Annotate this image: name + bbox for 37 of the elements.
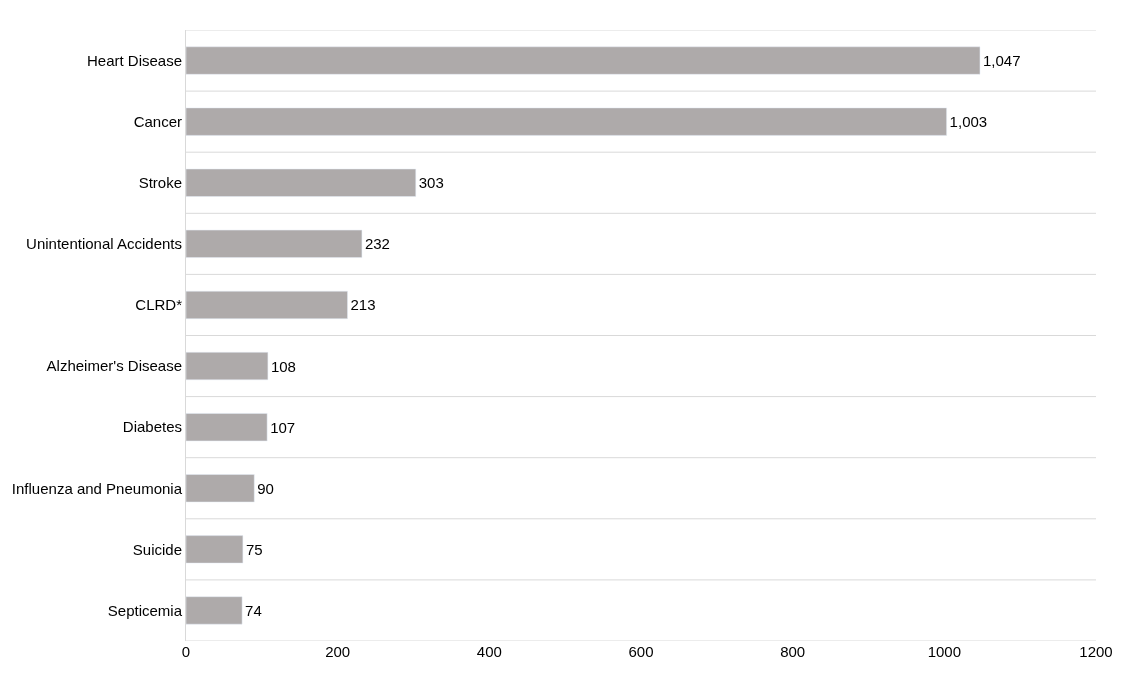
bar [186, 413, 268, 442]
y-tick-label: Diabetes [122, 418, 182, 436]
bar [186, 535, 244, 564]
y-tick-label: Septicemia [107, 601, 183, 619]
bar [186, 596, 243, 625]
y-tick-label: Alzheimer's Disease [46, 357, 182, 375]
data-label: 74 [245, 601, 262, 619]
x-tick-label: 200 [325, 643, 351, 660]
bar [186, 352, 269, 381]
data-label: 107 [270, 418, 296, 436]
y-tick-label: Heart Disease [86, 51, 182, 69]
data-label: 213 [350, 296, 376, 314]
data-label: 232 [364, 235, 390, 253]
x-tick-label: 800 [780, 643, 806, 660]
y-tick-label: Unintentional Accidents [26, 235, 182, 253]
data-label: 90 [257, 479, 274, 497]
y-tick-label: Influenza and Pneumonia [11, 479, 183, 497]
y-tick-label: Stroke [138, 174, 182, 191]
y-tick-label: CLRD* [135, 296, 183, 314]
x-tick-label: 0 [181, 643, 191, 660]
data-label: 303 [418, 174, 444, 192]
bar [186, 290, 348, 319]
bar [186, 168, 417, 197]
bar [186, 229, 363, 258]
x-tick-label: 1200 [1079, 643, 1113, 660]
data-label: 1,047 [982, 52, 1021, 70]
y-tick-label: Suicide [132, 540, 182, 558]
data-label: 75 [245, 540, 263, 558]
x-tick-label: 1000 [927, 643, 962, 660]
bar [186, 46, 981, 75]
data-label: 108 [270, 357, 296, 375]
x-tick-label: 600 [628, 643, 654, 660]
data-label: 1,003 [949, 113, 988, 131]
x-tick-label: 400 [476, 643, 502, 660]
y-tick-label: Cancer [133, 112, 182, 130]
bar [186, 474, 255, 503]
bar [186, 107, 947, 136]
